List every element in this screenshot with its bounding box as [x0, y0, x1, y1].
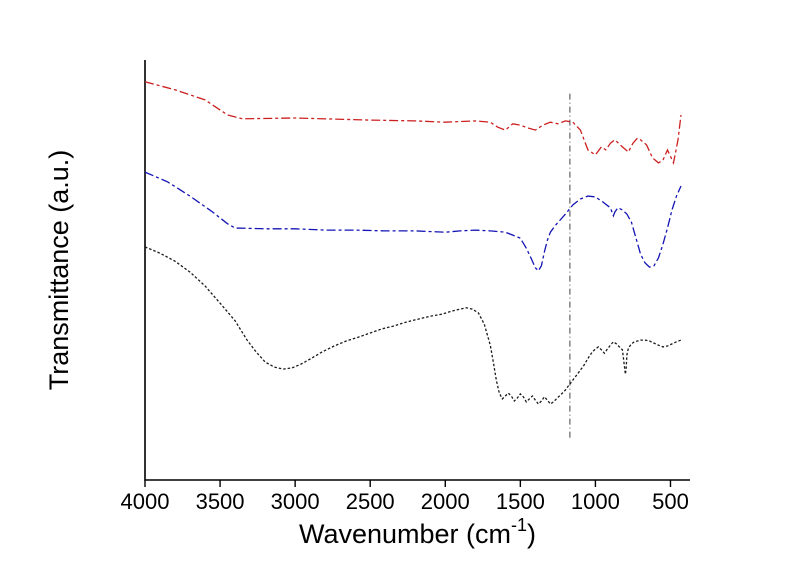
series-spectrum-blue	[144, 171, 682, 272]
x-tick-label: 2000	[421, 489, 470, 514]
x-tick-label: 3500	[196, 489, 245, 514]
series-spectrum-red	[144, 81, 682, 165]
x-tick-label: 3000	[271, 489, 320, 514]
series-spectrum-black	[144, 246, 682, 405]
x-tick-label: 1500	[496, 489, 545, 514]
x-tick-label: 1000	[571, 489, 620, 514]
x-tick-label: 500	[652, 489, 689, 514]
x-tick-label: 4000	[121, 489, 170, 514]
x-tick-label: 2500	[346, 489, 395, 514]
y-axis-title: Transmittance (a.u.)	[44, 150, 74, 391]
x-axis-title: Wavenumber (cm-1)	[299, 515, 536, 549]
